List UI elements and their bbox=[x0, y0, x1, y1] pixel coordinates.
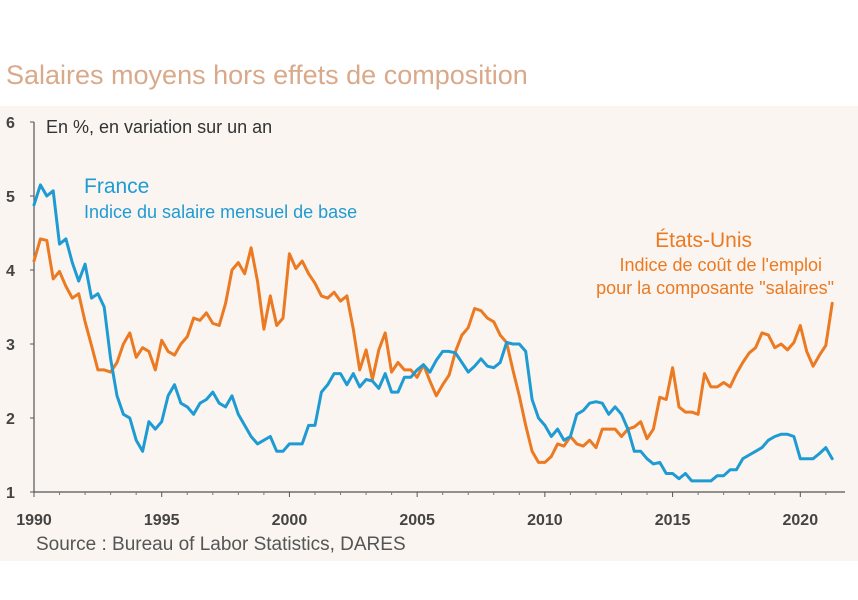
chart-subtitle: En %, en variation sur un an bbox=[46, 117, 272, 137]
chart-title: Salaires moyens hors effets de compositi… bbox=[6, 60, 528, 90]
y-tick-label: 6 bbox=[6, 115, 15, 132]
x-tick-label: 2010 bbox=[527, 512, 563, 529]
y-tick-label: 4 bbox=[6, 263, 15, 280]
axes-layer: 1 2 3 4 5 6 1990 1995 2000 2005 2010 2015 2020 bbox=[6, 115, 845, 529]
plot-background bbox=[0, 106, 858, 561]
x-tick-label: 2005 bbox=[399, 512, 435, 529]
x-tick-label: 1990 bbox=[16, 512, 52, 529]
y-tick-label: 3 bbox=[6, 337, 15, 354]
series-layer bbox=[32, 183, 834, 483]
y-tick-label: 2 bbox=[6, 411, 15, 428]
y-tick-label: 1 bbox=[6, 485, 15, 502]
source-note: Source : Bureau of Labor Statistics, DAR… bbox=[36, 534, 406, 555]
us-series-description-line1: Indice de coût de l'emploi bbox=[619, 255, 822, 275]
x-tick-label: 2015 bbox=[655, 512, 691, 529]
france-series-name: France bbox=[84, 175, 149, 198]
france-series-description: Indice du salaire mensuel de base bbox=[84, 202, 357, 222]
x-tick-label: 1995 bbox=[144, 512, 180, 529]
y-tick-label: 5 bbox=[6, 189, 15, 206]
us-series-name: États-Unis bbox=[655, 229, 752, 252]
series-line-us bbox=[32, 237, 834, 464]
series-line-france bbox=[32, 183, 834, 483]
x-tick-label: 2000 bbox=[272, 512, 308, 529]
x-tick-label: 2020 bbox=[783, 512, 819, 529]
us-series-description-line2: pour la composante "salaires" bbox=[596, 278, 834, 298]
